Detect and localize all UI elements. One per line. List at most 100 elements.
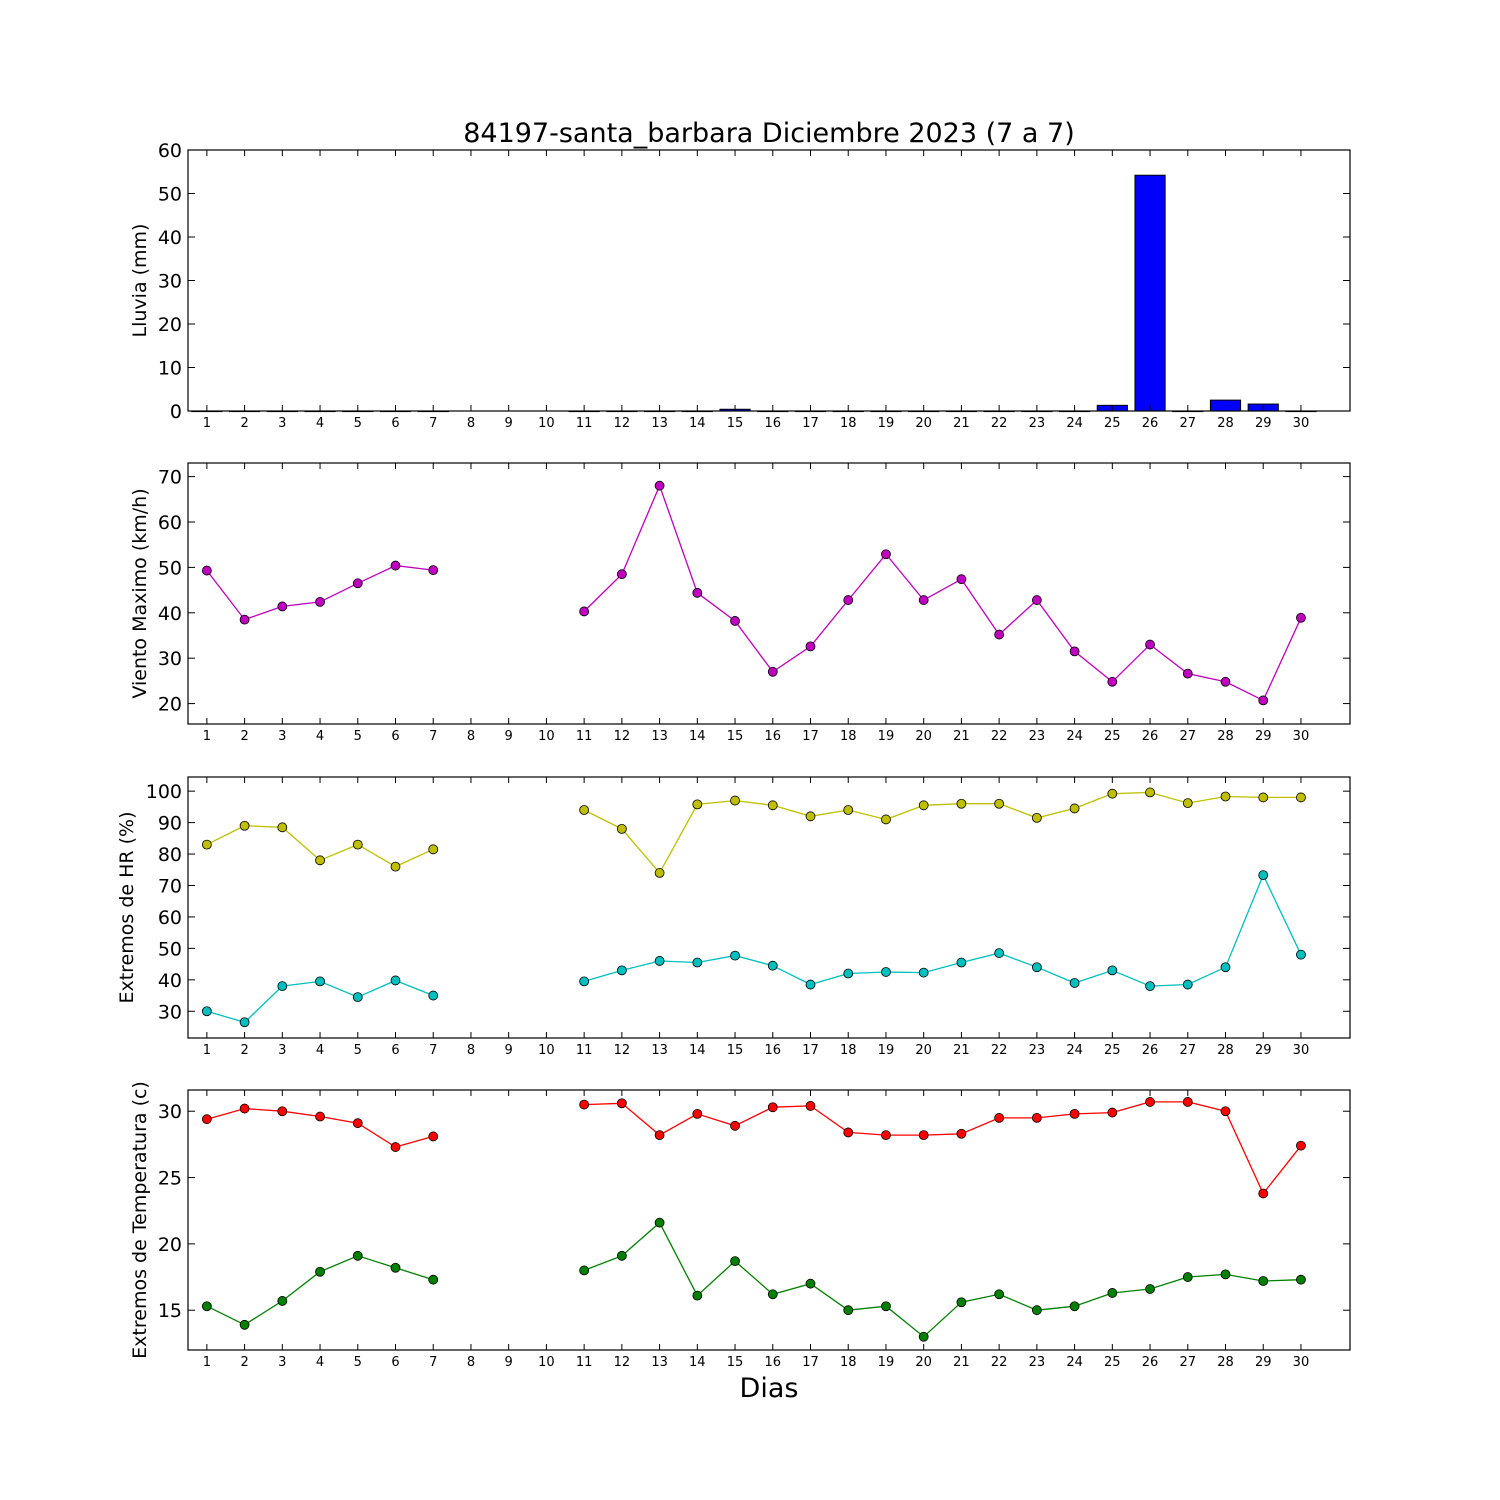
series-2-point-day-5 [352,992,363,1003]
series-1-point-day-14 [692,1108,703,1119]
series-1-point-day-6 [390,1142,401,1152]
x-tick-label-8: 8 [467,416,475,431]
series-1-point-day-29 [1258,1188,1269,1199]
y-tick-label-40: 40 [158,603,182,625]
series-1-point-day-26 [1145,639,1155,650]
x-tick-label-22: 22 [991,1355,1008,1370]
x-tick-label-12: 12 [614,416,631,431]
y-tick-label-30: 30 [158,1001,182,1023]
series-2-point-day-28 [1220,962,1231,973]
y-axis-label: Viento Maximo (km/h) [129,488,151,698]
x-tick-label-21: 21 [953,1355,970,1370]
series-1-point-day-24 [1069,803,1080,814]
x-tick-label-2: 2 [240,416,248,431]
x-tick-label-9: 9 [505,729,513,744]
y-tick-label-50: 50 [158,938,182,960]
x-tick-label-24: 24 [1066,416,1083,431]
x-tick-label-16: 16 [764,1355,781,1370]
y-tick-label-50: 50 [158,184,182,206]
series-2-point-day-28 [1220,1269,1231,1280]
x-tick-label-19: 19 [878,416,895,431]
series-1-point-day-28 [1220,676,1231,687]
series-1-point-day-11 [579,805,590,815]
series-1-point-day-11 [579,606,590,617]
series-1-point-day-23 [1031,1112,1042,1123]
x-tick-label-27: 27 [1179,416,1196,431]
series-1-point-day-19 [881,549,891,560]
chart-title: 84197-santa_barbara Diciembre 2023 (7 a … [463,118,1075,149]
x-tick-label-29: 29 [1255,1355,1272,1370]
y-tick-label-60: 60 [158,512,182,534]
x-tick-label-18: 18 [840,1043,857,1058]
series-2-point-day-17 [805,979,816,990]
panels: 1 2 3 4 5 6 7 8 9 10 11 12 13 14 15 16 17 18 19 20 21 22 23 24 2… [116,140,1351,1370]
plot-frame [187,1089,1351,1351]
series-1-point-day-19 [881,1130,891,1141]
y-tick-label-40: 40 [158,227,182,249]
series-1-point-day-12 [616,1098,627,1109]
series-1-point-day-7 [428,1131,439,1142]
y-tick-label-30: 30 [158,648,182,670]
series-1-point-day-6 [390,560,401,571]
series-2-point-day-30 [1296,1274,1306,1285]
series-1-point-day-11 [579,1099,590,1110]
y-tick-label-60: 60 [158,907,182,929]
series-1-point-day-24 [1069,1108,1080,1119]
plot-frame [187,776,1351,1039]
series-2-point-day-3 [277,981,288,992]
series-2-point-day-30 [1296,949,1306,960]
y-tick-label-50: 50 [158,557,182,579]
x-tick-label-17: 17 [802,416,819,431]
x-tick-label-3: 3 [278,1355,286,1370]
series-1-point-day-18 [843,805,854,815]
x-tick-label-22: 22 [991,729,1008,744]
series-2-point-day-24 [1069,978,1080,988]
y-tick-label-90: 90 [158,813,182,835]
series-2-point-day-4 [315,1266,325,1277]
series-1-point-day-27 [1182,798,1193,808]
series-1-point-day-6 [390,861,401,872]
x-tick-label-21: 21 [953,729,970,744]
x-tick-label-28: 28 [1217,1355,1234,1370]
x-tick-label-6: 6 [391,1355,399,1370]
series-1-line-segment-2 [583,791,1301,875]
series-1-point-day-20 [918,800,929,811]
y-axis-label: Extremos de Temperatura (c) [129,1081,151,1359]
series-2-line-segment-2 [583,1221,1302,1338]
series-1-point-day-3 [277,1106,288,1117]
series-1-point-day-1 [201,839,212,850]
y-tick-label-40: 40 [158,970,182,992]
series-2-point-day-23 [1031,1305,1042,1316]
series-1-point-day-13 [654,868,665,878]
x-tick-label-5: 5 [354,416,362,431]
series-2-point-day-19 [881,1301,891,1312]
y-axis-label: Extremos de HR (%) [116,811,138,1003]
x-tick-label-29: 29 [1255,416,1272,431]
x-tick-label-20: 20 [915,729,932,744]
x-tick-label-17: 17 [802,1043,819,1058]
x-tick-label-9: 9 [505,416,513,431]
x-tick-label-17: 17 [802,729,819,744]
series-1-point-day-18 [843,1127,854,1138]
x-tick-label-23: 23 [1029,1355,1046,1370]
series-2-point-day-7 [428,1274,439,1285]
x-tick-label-5: 5 [354,1355,362,1370]
x-tick-label-20: 20 [915,416,932,431]
x-tick-label-30: 30 [1293,1355,1310,1370]
series-1-point-day-29 [1258,792,1269,803]
x-tick-label-4: 4 [316,729,324,744]
x-tick-label-19: 19 [878,1043,895,1058]
series-1-point-day-1 [201,1114,212,1125]
series-1-point-day-21 [956,574,967,585]
y-tick-label-70: 70 [158,467,182,489]
x-tick-label-14: 14 [689,416,706,431]
x-tick-label-11: 11 [576,416,593,431]
series-2-point-day-12 [616,965,627,976]
series-1-line-segment-2 [583,483,1302,702]
series-1-point-day-29 [1258,695,1269,706]
x-tick-label-30: 30 [1293,1043,1310,1058]
series-1-point-day-4 [315,1111,325,1122]
series-1-point-day-1 [201,565,212,576]
series-2-point-day-29 [1258,870,1269,881]
x-tick-label-26: 26 [1142,416,1159,431]
